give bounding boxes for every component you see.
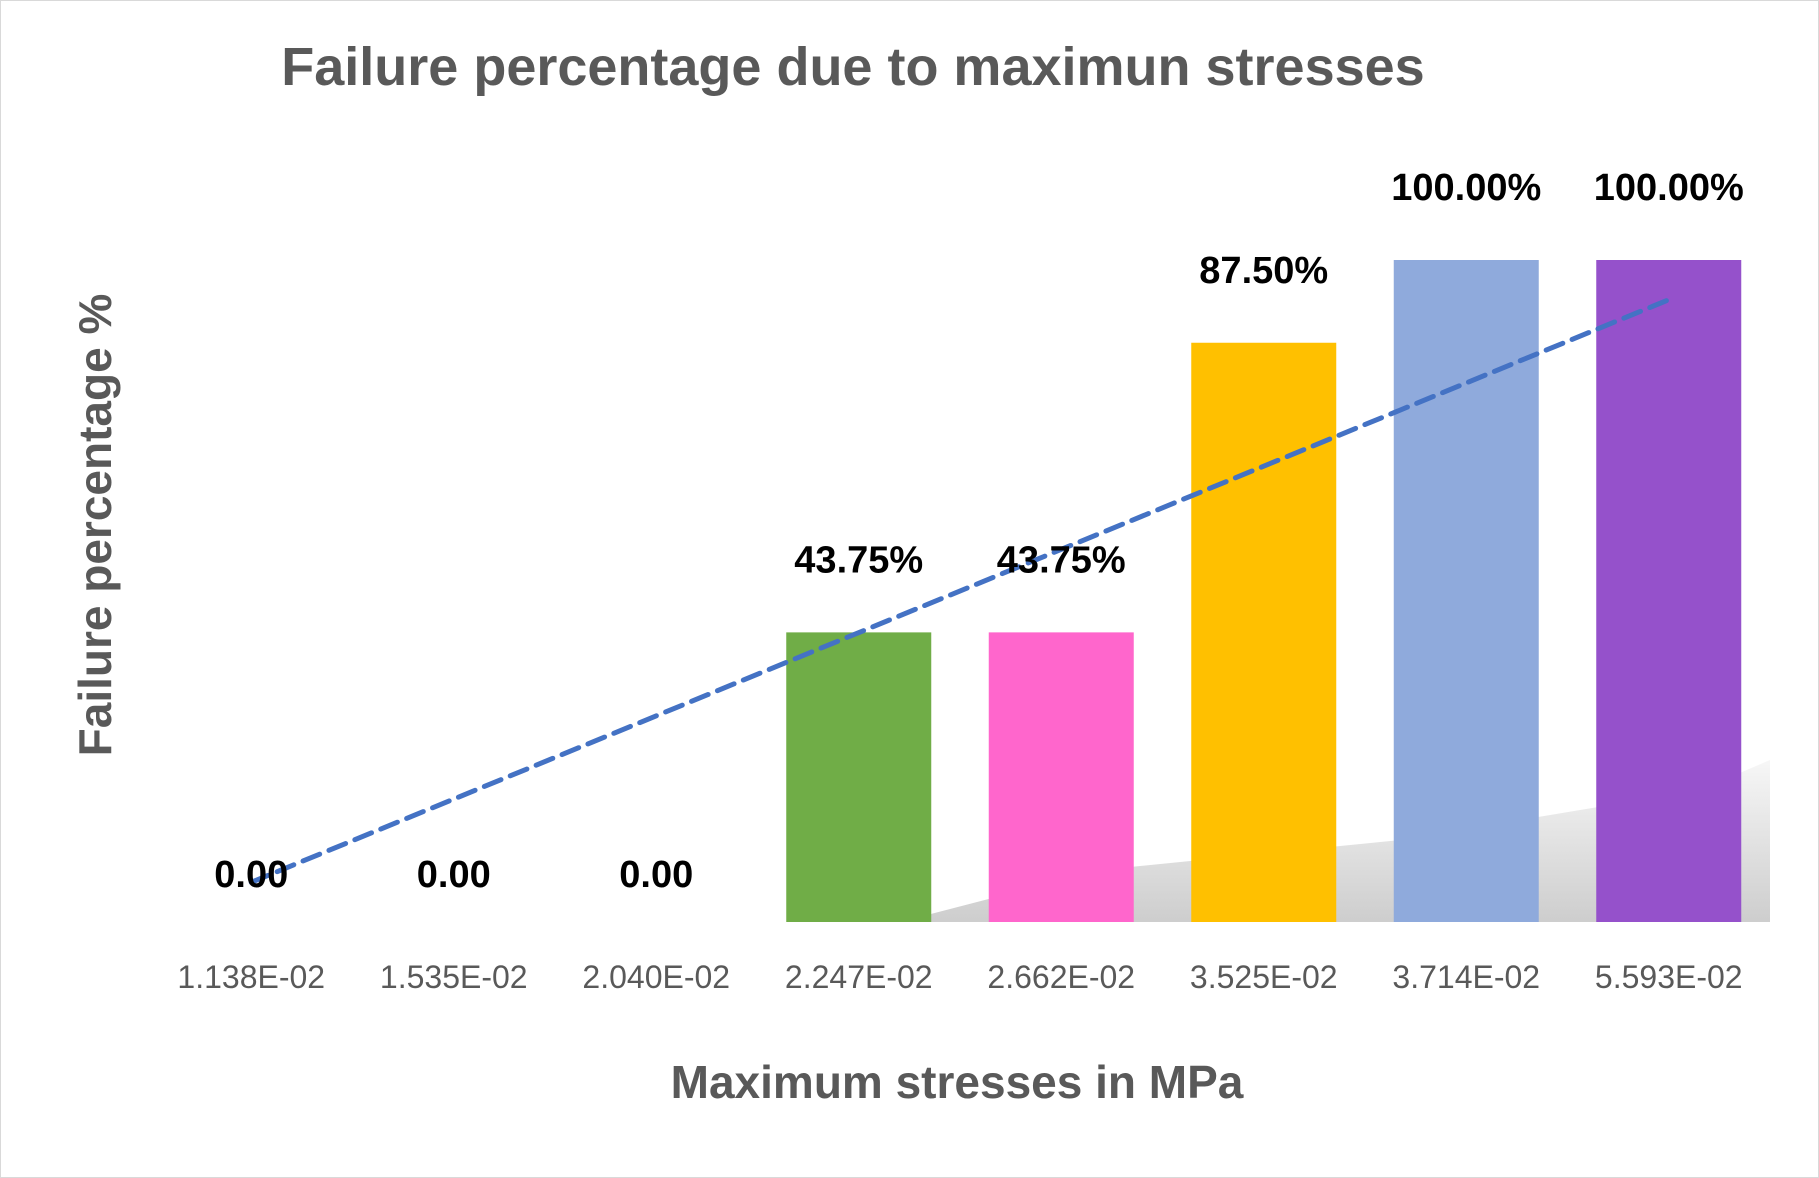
x-tick-label-6: 3.525E-02 bbox=[1190, 959, 1338, 995]
data-label-2: 0.00 bbox=[417, 854, 491, 896]
x-tick-label-7: 3.714E-02 bbox=[1392, 959, 1540, 995]
data-label-7: 100.00% bbox=[1391, 167, 1541, 209]
data-label-4: 43.75% bbox=[794, 539, 923, 581]
data-labels-layer: 0.00 0.00 0.00 43.75% 43.75% 87.50% 100.00% 100… bbox=[214, 167, 1743, 896]
bar-4 bbox=[786, 632, 932, 922]
bar-8 bbox=[1596, 260, 1742, 922]
data-label-8: 100.00% bbox=[1594, 167, 1744, 209]
bar-5 bbox=[988, 632, 1134, 922]
data-label-6: 87.50% bbox=[1199, 250, 1328, 292]
data-label-1: 0.00 bbox=[214, 854, 288, 896]
x-tick-label-1: 1.138E-02 bbox=[177, 959, 325, 995]
x-tick-labels-layer: 1.138E-02 1.535E-02 2.040E-02 2.247E-02 2.66… bbox=[177, 959, 1742, 995]
chart-title: Failure percentage due to maximun stress… bbox=[281, 37, 1424, 97]
x-tick-label-4: 2.247E-02 bbox=[785, 959, 933, 995]
data-label-5: 43.75% bbox=[997, 539, 1126, 581]
x-axis-title: Maximum stresses in MPa bbox=[671, 1056, 1244, 1108]
trendline bbox=[248, 297, 1672, 885]
bars-layer bbox=[786, 260, 1742, 922]
x-tick-label-3: 2.040E-02 bbox=[582, 959, 730, 995]
trendline-layer bbox=[248, 297, 1672, 885]
x-tick-label-8: 5.593E-02 bbox=[1595, 959, 1743, 995]
y-axis-title: Failure percentage % bbox=[69, 294, 121, 757]
data-label-3: 0.00 bbox=[619, 854, 693, 896]
bar-7 bbox=[1393, 260, 1539, 922]
bar-6 bbox=[1191, 342, 1337, 922]
x-tick-label-2: 1.535E-02 bbox=[380, 959, 528, 995]
x-tick-label-5: 2.662E-02 bbox=[987, 959, 1135, 995]
